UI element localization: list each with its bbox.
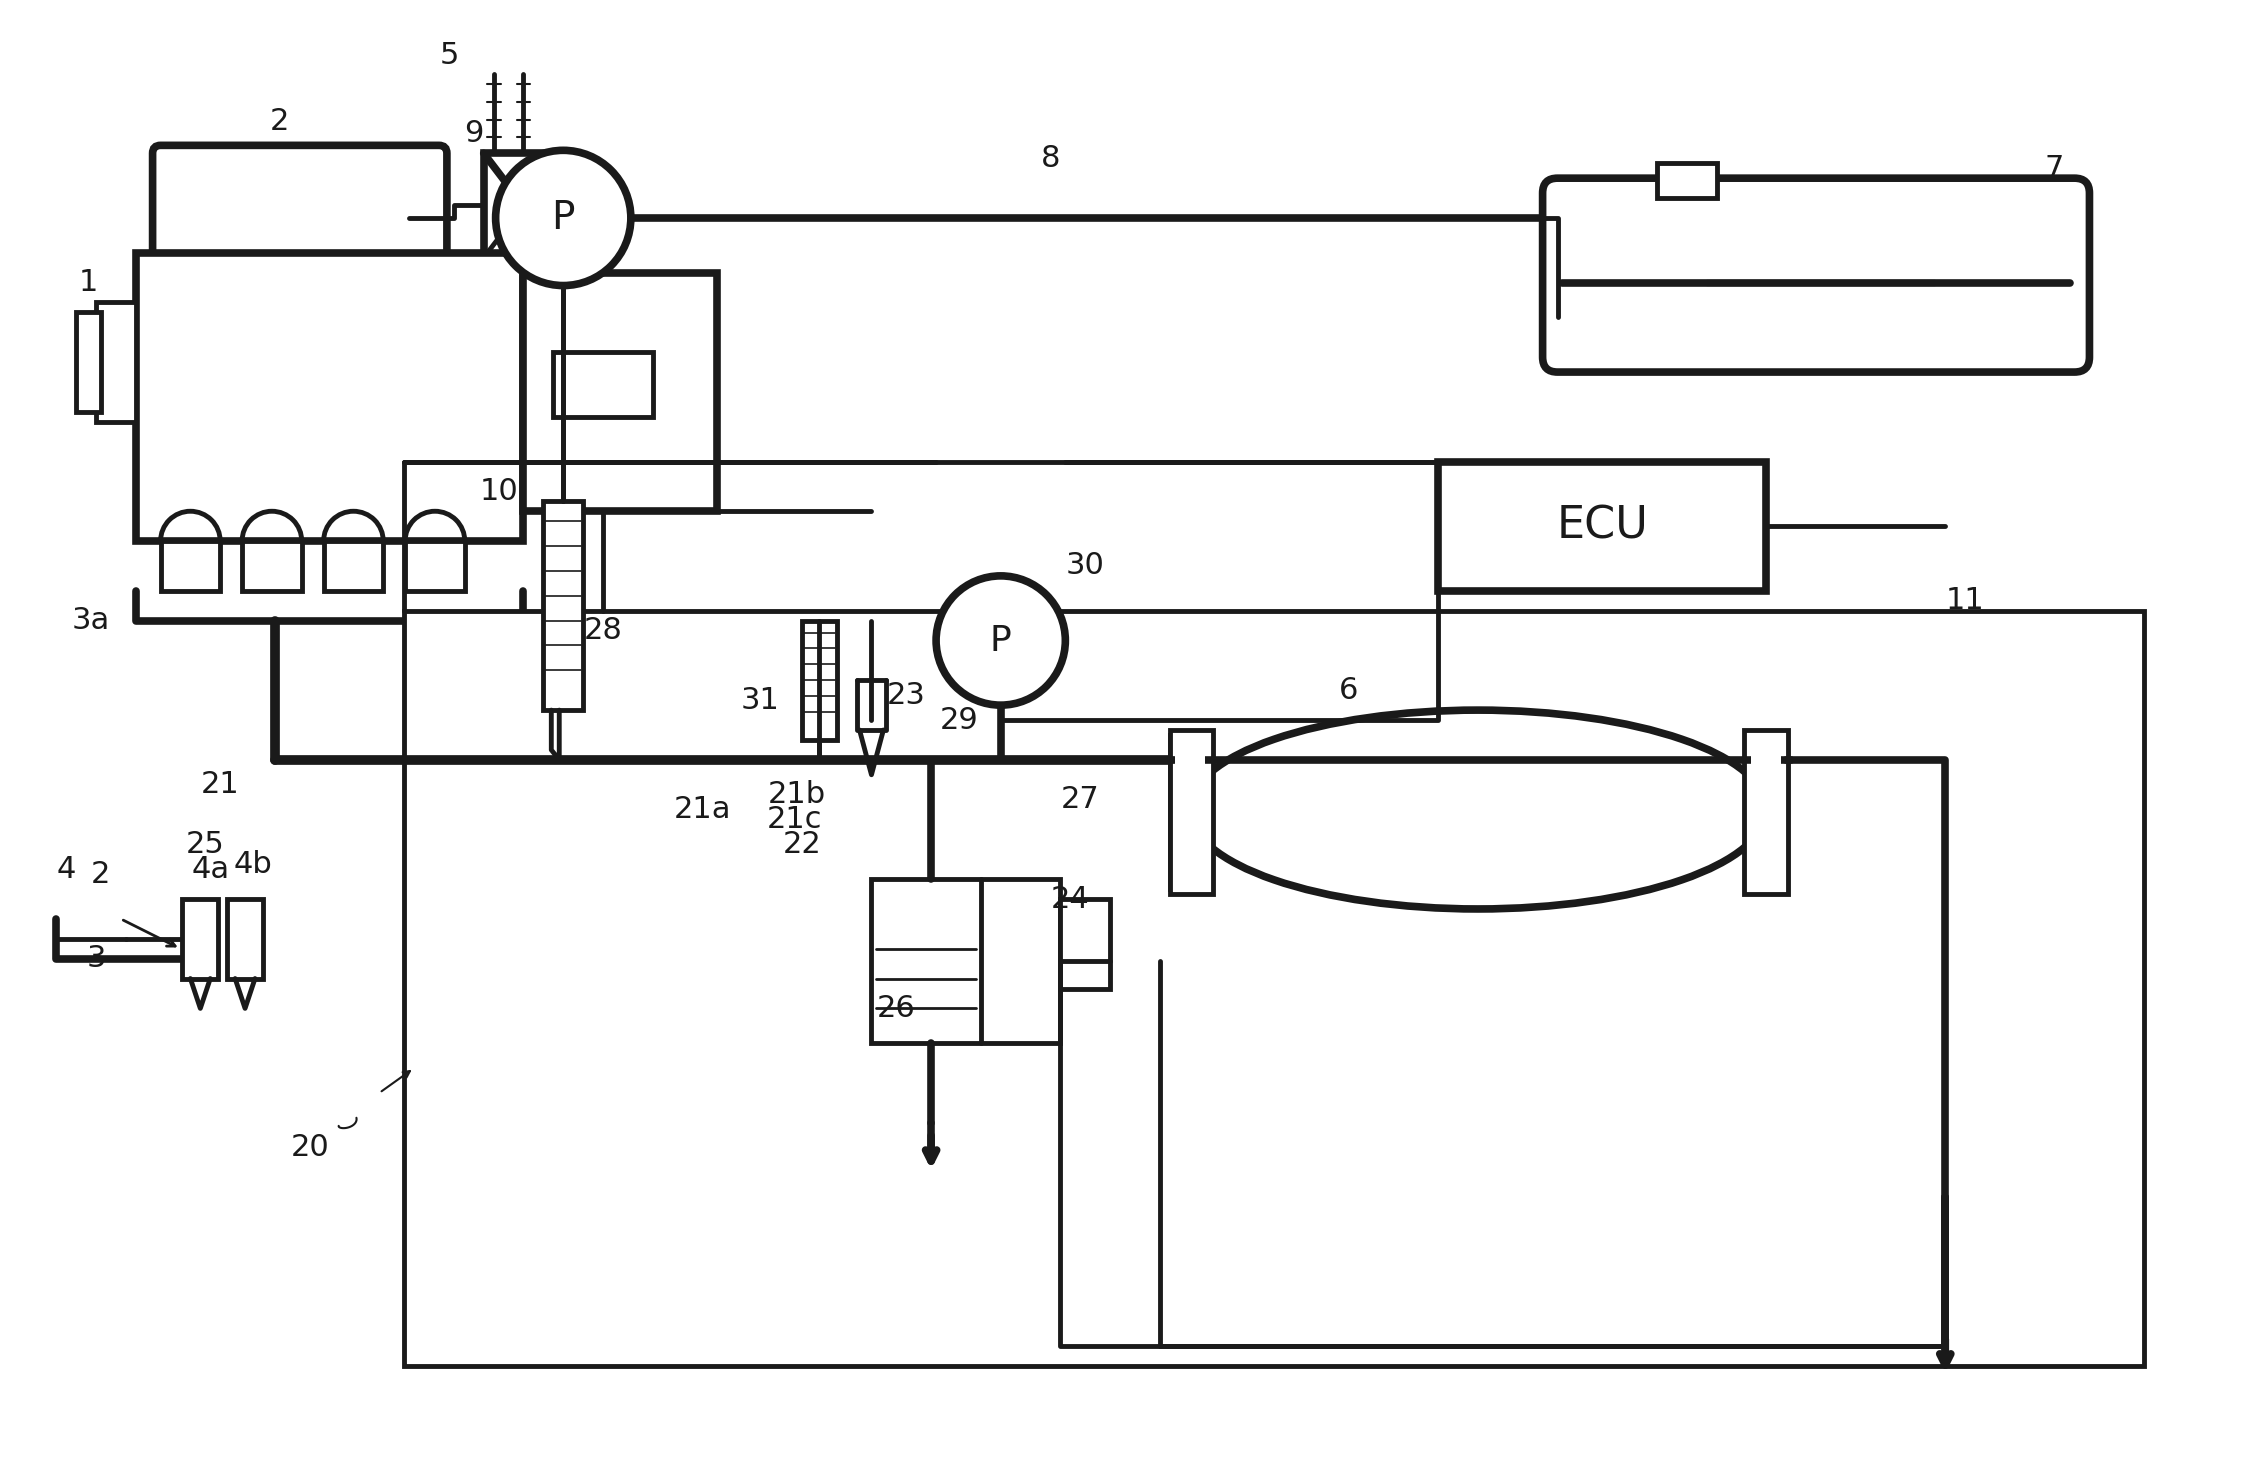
Text: 24: 24: [1052, 885, 1090, 914]
Text: 3: 3: [86, 945, 106, 972]
FancyBboxPatch shape: [1543, 178, 2090, 372]
Bar: [182, 900, 218, 978]
Bar: [403, 611, 2144, 1366]
Text: 1: 1: [79, 268, 97, 297]
Text: 31: 31: [741, 685, 779, 714]
Text: 9: 9: [464, 120, 484, 147]
Text: 21a: 21a: [673, 795, 732, 824]
Text: 2: 2: [270, 106, 291, 136]
Bar: [1169, 730, 1214, 894]
Bar: [1169, 735, 1209, 889]
Text: 23: 23: [887, 681, 926, 710]
Text: 26: 26: [876, 994, 917, 1024]
Bar: [1061, 900, 1110, 989]
Text: 10: 10: [480, 477, 518, 506]
Ellipse shape: [1189, 710, 1766, 908]
Text: 11: 11: [1946, 586, 1984, 615]
Bar: [1176, 745, 1205, 879]
Bar: [77, 312, 101, 411]
Text: 4a: 4a: [191, 854, 230, 884]
Bar: [872, 879, 1061, 1042]
Text: 3a: 3a: [72, 607, 110, 636]
Text: P: P: [552, 198, 574, 238]
Text: 22: 22: [781, 830, 822, 859]
Text: 6: 6: [1340, 675, 1358, 704]
Bar: [241, 541, 302, 590]
Text: 29: 29: [939, 706, 977, 735]
Text: 4: 4: [56, 854, 77, 884]
Bar: [1657, 163, 1716, 198]
Text: 25: 25: [187, 830, 225, 859]
Circle shape: [495, 150, 631, 286]
Bar: [135, 252, 522, 541]
Bar: [522, 273, 718, 512]
FancyBboxPatch shape: [153, 146, 446, 265]
Text: 2: 2: [90, 860, 110, 889]
Text: ECU: ECU: [1556, 504, 1648, 548]
Text: 21: 21: [200, 770, 239, 799]
Circle shape: [937, 576, 1065, 706]
Bar: [1748, 735, 1786, 889]
Text: P: P: [991, 624, 1011, 658]
Text: 8: 8: [1040, 144, 1061, 174]
Text: 21b: 21b: [768, 780, 826, 809]
Bar: [1439, 462, 1766, 590]
Bar: [802, 621, 838, 741]
Text: 27: 27: [1061, 784, 1099, 814]
Bar: [227, 900, 263, 978]
Text: 7: 7: [2045, 153, 2065, 182]
Bar: [405, 541, 464, 590]
Text: 20: 20: [291, 1133, 329, 1162]
Text: 28: 28: [583, 617, 622, 644]
Bar: [1745, 730, 1788, 894]
Text: 5: 5: [439, 41, 459, 70]
Bar: [484, 153, 563, 258]
Bar: [97, 302, 135, 421]
Text: 30: 30: [1065, 551, 1106, 580]
Bar: [160, 541, 221, 590]
Bar: [1752, 745, 1781, 879]
Bar: [543, 502, 583, 710]
Bar: [554, 353, 653, 417]
Text: 21c: 21c: [768, 805, 822, 834]
Bar: [324, 541, 383, 590]
Text: 4b: 4b: [234, 850, 272, 879]
